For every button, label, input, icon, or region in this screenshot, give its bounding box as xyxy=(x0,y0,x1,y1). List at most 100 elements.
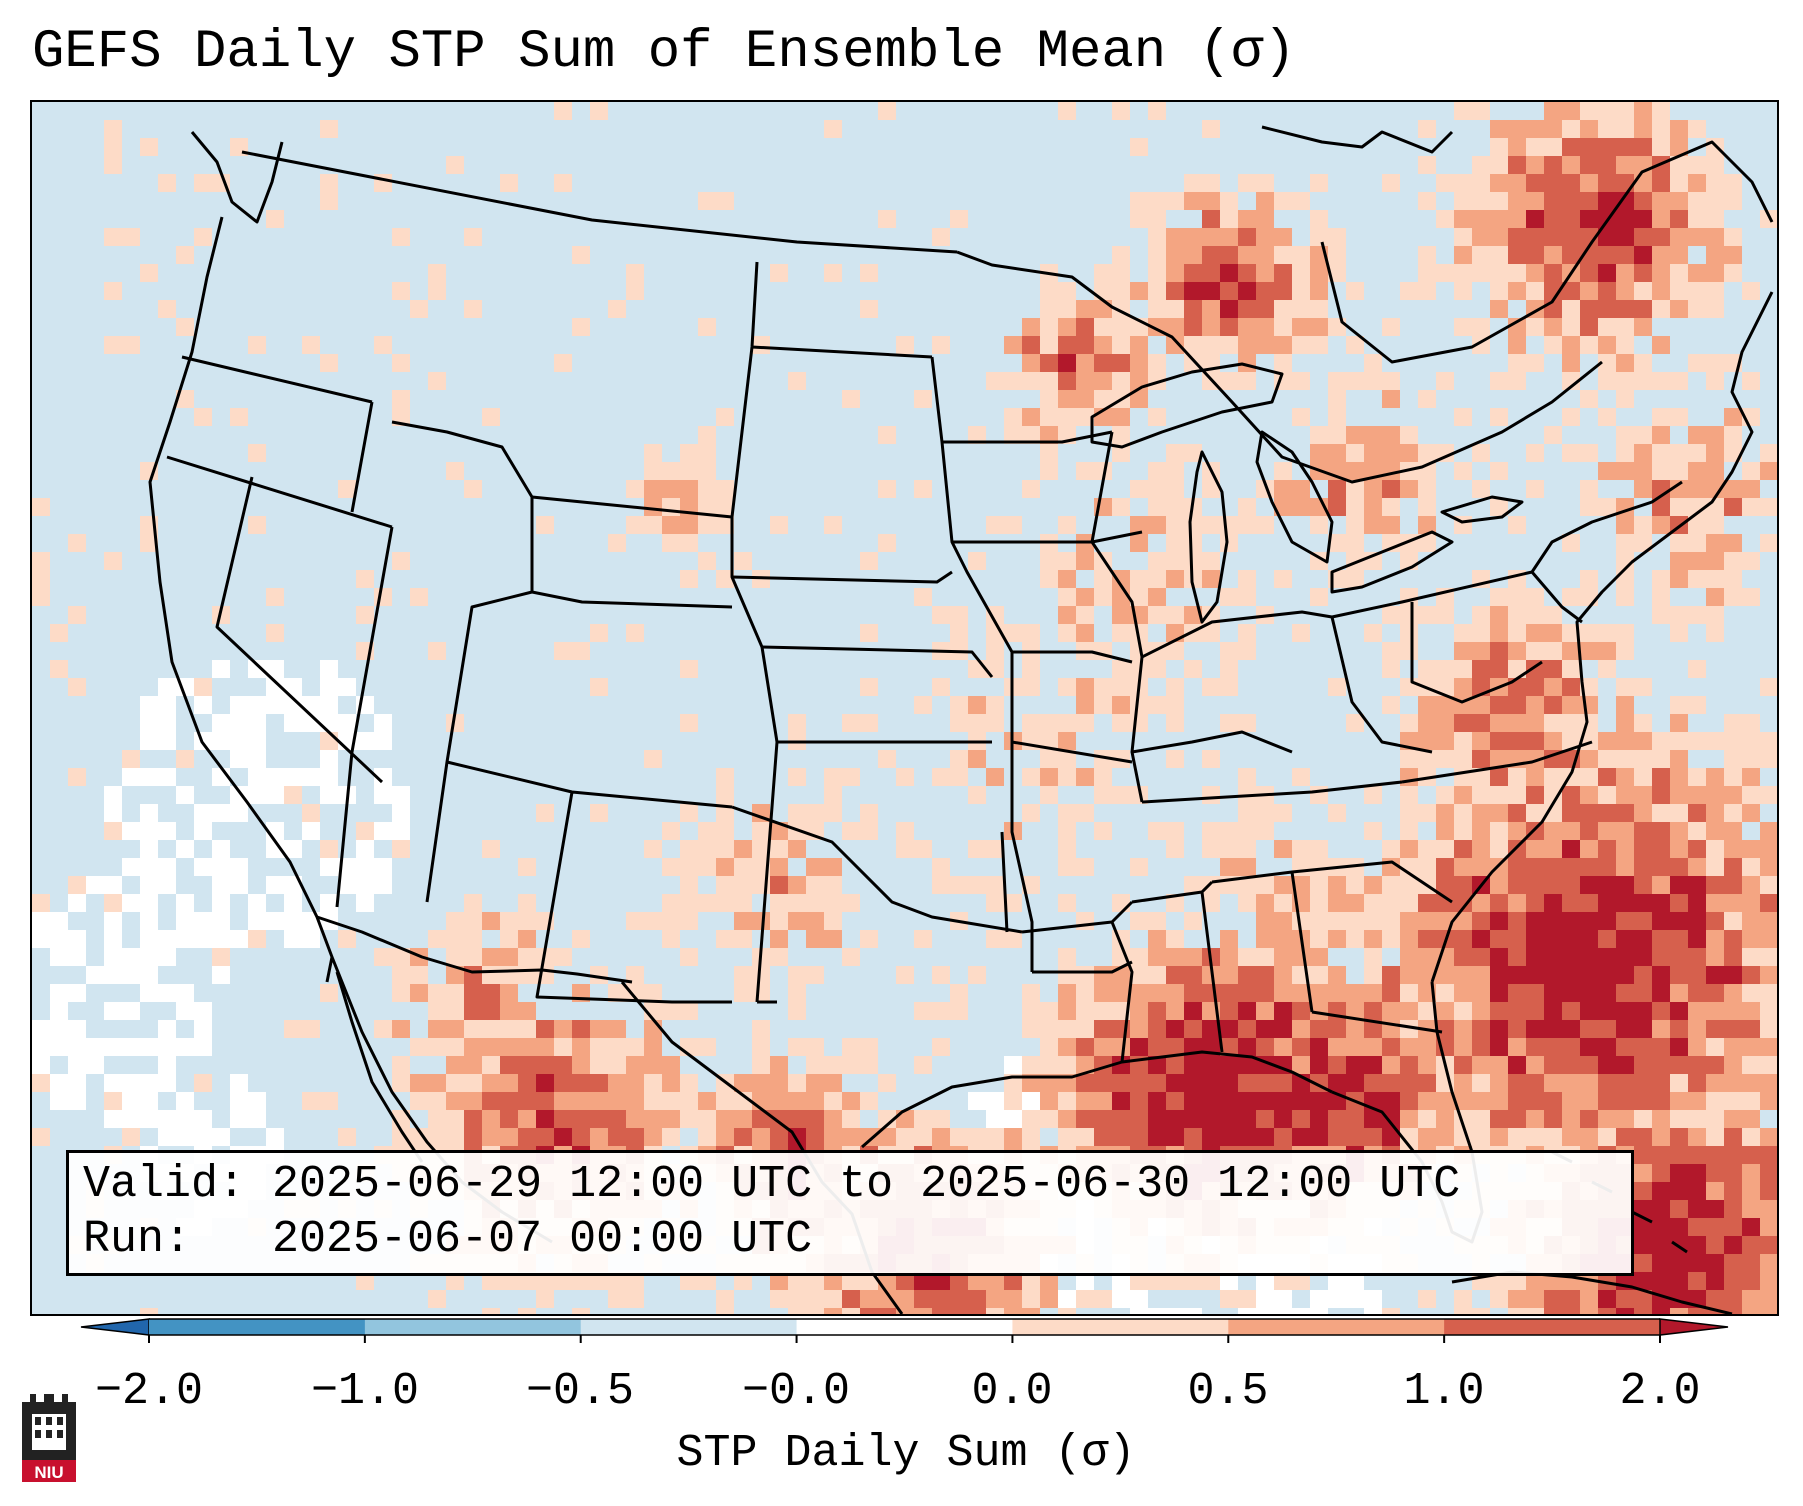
canada-border xyxy=(241,150,958,254)
grid-cell xyxy=(1292,1056,1310,1074)
grid-cell xyxy=(1292,498,1310,516)
grid-cell xyxy=(1148,354,1166,372)
grid-cell xyxy=(590,1056,608,1074)
grid-cell xyxy=(1382,912,1400,930)
grid-cell xyxy=(1220,228,1238,246)
grid-cell xyxy=(842,1272,860,1290)
grid-cell xyxy=(1670,552,1688,570)
grid-cell xyxy=(1346,1002,1364,1020)
grid-cell xyxy=(788,1002,806,1020)
grid-cell xyxy=(878,480,896,498)
grid-cell xyxy=(1634,1200,1652,1218)
grid-cell xyxy=(1472,732,1490,750)
grid-cell xyxy=(1328,1110,1346,1128)
grid-cell xyxy=(1598,462,1616,480)
grid-cell xyxy=(1508,624,1526,642)
grid-cell xyxy=(1004,1128,1022,1146)
grid-cell xyxy=(1472,624,1490,642)
grid-cell xyxy=(1292,948,1310,966)
grid-cell xyxy=(1436,894,1454,912)
grid-cell xyxy=(1076,336,1094,354)
grid-cell xyxy=(194,912,212,930)
grid-cell xyxy=(1706,588,1724,606)
grid-cell xyxy=(176,318,194,336)
grid-cell xyxy=(860,822,878,840)
grid-cell xyxy=(752,336,770,354)
grid-cell xyxy=(1598,354,1616,372)
grid-cell xyxy=(1508,822,1526,840)
grid-cell xyxy=(1526,210,1544,228)
grid-cell xyxy=(626,1290,644,1308)
grid-cell xyxy=(1184,1308,1202,1314)
grid-cell xyxy=(1454,984,1472,1002)
grid-cell xyxy=(986,1272,1004,1290)
grid-cell xyxy=(860,930,878,948)
grid-cell xyxy=(158,984,176,1002)
anomaly-grid xyxy=(32,102,1777,1314)
grid-cell xyxy=(1166,228,1184,246)
grid-cell xyxy=(1256,516,1274,534)
grid-cell xyxy=(1058,588,1076,606)
grid-cell xyxy=(1508,786,1526,804)
grid-cell xyxy=(212,912,230,930)
grid-cell xyxy=(1094,1290,1112,1308)
grid-cell xyxy=(1256,876,1274,894)
grid-cell xyxy=(1328,498,1346,516)
grid-cell xyxy=(1634,894,1652,912)
tick-label-6: 1.0 xyxy=(1403,1366,1485,1417)
grid-cell xyxy=(950,714,968,732)
grid-cell xyxy=(1274,1074,1292,1092)
grid-cell xyxy=(1094,1128,1112,1146)
grid-cell xyxy=(1544,696,1562,714)
grid-cell xyxy=(1652,138,1670,156)
grid-cell xyxy=(662,1092,680,1110)
grid-cell xyxy=(1598,246,1616,264)
grid-cell xyxy=(1544,156,1562,174)
grid-cell xyxy=(914,1272,932,1290)
grid-cell xyxy=(1598,1056,1616,1074)
grid-cell xyxy=(1166,840,1184,858)
grid-cell xyxy=(1526,984,1544,1002)
grid-cell xyxy=(1688,1038,1706,1056)
grid-cell xyxy=(1706,1218,1724,1236)
grid-cell xyxy=(1238,336,1256,354)
grid-cell xyxy=(1544,660,1562,678)
grid-cell xyxy=(1400,894,1418,912)
grid-cell xyxy=(320,750,338,768)
grid-cell xyxy=(842,1308,860,1314)
grid-cell xyxy=(1328,534,1346,552)
grid-cell xyxy=(1274,1002,1292,1020)
grid-cell xyxy=(1130,534,1148,552)
grid-cell xyxy=(1526,138,1544,156)
run-time-line: Run: 2025-06-07 00:00 UTC xyxy=(83,1214,813,1265)
grid-cell xyxy=(1562,876,1580,894)
grid-cell xyxy=(482,1092,500,1110)
lake-huron xyxy=(1255,430,1334,564)
grid-cell xyxy=(86,1056,104,1074)
grid-cell xyxy=(968,696,986,714)
grid-cell xyxy=(1670,264,1688,282)
grid-cell xyxy=(1346,1110,1364,1128)
grid-cell xyxy=(1490,192,1508,210)
grid-cell xyxy=(428,1002,446,1020)
grid-cell xyxy=(1742,1308,1760,1314)
grid-cell xyxy=(1652,516,1670,534)
grid-cell xyxy=(1670,1200,1688,1218)
grid-cell xyxy=(842,1038,860,1056)
grid-cell xyxy=(140,768,158,786)
grid-cell xyxy=(1490,948,1508,966)
grid-cell xyxy=(392,822,410,840)
grid-cell xyxy=(1598,1038,1616,1056)
grid-cell xyxy=(842,1092,860,1110)
grid-cell xyxy=(1238,840,1256,858)
grid-cell xyxy=(1508,282,1526,300)
grid-cell xyxy=(1652,948,1670,966)
grid-cell xyxy=(1184,1020,1202,1038)
grid-cell xyxy=(122,1128,140,1146)
grid-cell xyxy=(1076,984,1094,1002)
grid-cell xyxy=(1220,858,1238,876)
grid-cell xyxy=(50,912,68,930)
grid-cell xyxy=(1130,390,1148,408)
grid-cell xyxy=(338,1128,356,1146)
grid-cell xyxy=(1472,246,1490,264)
